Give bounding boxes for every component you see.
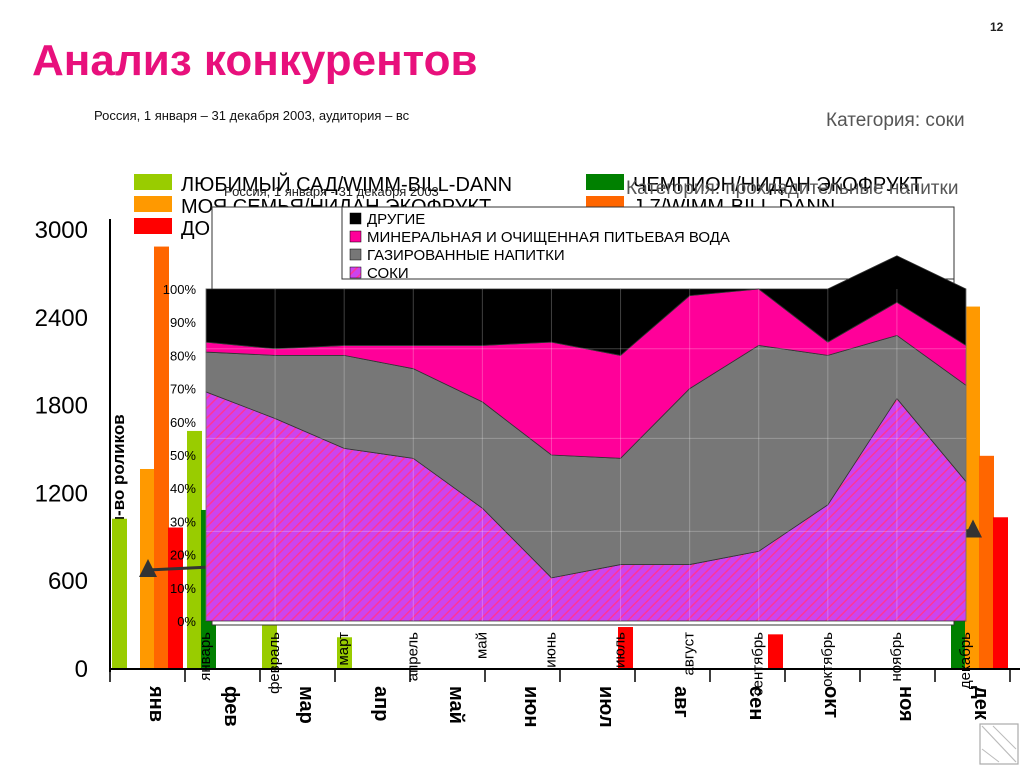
area-y-tick-label: 100% (163, 282, 197, 297)
area-legend-box (341, 206, 955, 280)
bar (993, 517, 1008, 668)
bar (168, 527, 183, 668)
area-x-tick-label: январь (197, 632, 214, 681)
area-x-tick-label: июнь (542, 632, 559, 668)
bar-y-tick-label: 3000 (35, 217, 88, 244)
area-y-tick-label: 70% (170, 382, 196, 397)
area-legend-label: СОКИ (367, 265, 409, 282)
bar-x-tick-label: окт (820, 686, 842, 718)
area-chart: Россия, 1 января - 31 декабря 2003 Катего… (163, 178, 974, 696)
bar-y-tick-label: 2400 (35, 305, 88, 332)
bar-legend-swatch (134, 196, 172, 212)
bar (187, 430, 202, 668)
bar-x-tick-label: сен (745, 686, 767, 720)
bar-x-tick-label: май (445, 686, 467, 724)
area-legend-swatch (349, 230, 362, 243)
area-x-tick-label: ноябрь (888, 632, 905, 682)
category-label: Категория: соки (826, 110, 965, 131)
bar (618, 627, 633, 668)
bar-x-tick-label: мар (295, 686, 317, 724)
area-legend-swatch (349, 212, 362, 225)
bar (337, 637, 352, 668)
bar-legend-swatch (134, 174, 172, 190)
bar-legend-swatch (134, 218, 172, 234)
bar-x-tick-label: дек (970, 686, 992, 721)
area-legend-swatch (349, 248, 362, 261)
area-chart-category: Категория: прохладительные напитки (626, 178, 958, 199)
bar (965, 306, 980, 668)
bar-trend-marker (139, 558, 157, 577)
bar-y-tick-label: 0 (75, 656, 88, 683)
area-x-tick-label: декабрь (957, 632, 974, 689)
bar-x-tick-label: авг (670, 686, 692, 718)
page-title: Анализ конкурентов (32, 36, 478, 85)
area-x-tick-label: май (473, 632, 490, 659)
area-x-tick-label: июль (612, 632, 629, 668)
bar (112, 518, 127, 668)
area-series (205, 255, 967, 356)
area-legend-label: ГАЗИРОВАННЫЕ НАПИТКИ (367, 247, 565, 264)
area-y-tick-label: 10% (170, 581, 196, 596)
bar-x-tick-label: фев (220, 686, 242, 727)
area-x-tick-label: февраль (266, 632, 283, 694)
bar-y-tick-label: 600 (48, 568, 88, 595)
area-x-tick-label: октябрь (819, 632, 836, 687)
bar (979, 455, 994, 668)
area-legend-label: ДРУГИЕ (367, 211, 425, 228)
bar-x-tick-label: янв (145, 685, 167, 722)
bar-y-tick-label: 1200 (35, 480, 88, 507)
bar-x-tick-label: апр (370, 686, 392, 721)
area-chart-subtitle: Россия, 1 января - 31 декабря 2003 (224, 184, 439, 199)
bar-y-axis-title: кол-во роликов (109, 414, 128, 545)
bar-legend-label: ЛЮБИМЫЙ САД/WIMM-BILL-DANN (181, 172, 512, 196)
area-x-tick-label: апрель (404, 632, 421, 681)
bar-legend-label: ДО (181, 218, 210, 240)
bar-y-tick-label: 1800 (35, 393, 88, 420)
bar-x-tick-label: июл (595, 686, 617, 728)
x-box-icon[interactable] (979, 723, 1019, 765)
bar-x-tick-label: ноя (895, 686, 917, 722)
area-legend-swatch (349, 266, 362, 279)
area-y-tick-label: 80% (170, 348, 196, 363)
area-y-tick-label: 50% (170, 448, 196, 463)
bar (154, 246, 169, 668)
area-x-tick-label: август (681, 632, 698, 676)
bar-legend-swatch (586, 174, 624, 190)
area-y-tick-label: 0% (177, 614, 196, 629)
page-number: 12 (990, 20, 1004, 34)
area-x-tick-label: март (335, 632, 352, 666)
area-x-tick-label: сентябрь (750, 632, 767, 696)
area-y-tick-label: 60% (170, 415, 196, 430)
bar-legend-label: ЧЕМПИОН/НИДАН ЭКОФРУКТ (633, 174, 922, 196)
bar-trend-marker (964, 519, 982, 538)
bar (768, 634, 783, 668)
area-y-tick-label: 30% (170, 514, 196, 529)
area-legend-label: МИНЕРАЛЬНАЯ И ОЧИЩЕННАЯ ПИТЬЕВАЯ ВОДА (367, 229, 730, 246)
area-y-tick-label: 20% (170, 548, 196, 563)
area-y-tick-label: 90% (170, 315, 196, 330)
area-y-tick-label: 40% (170, 481, 196, 496)
bar-x-tick-label: июн (520, 686, 542, 727)
subtitle: Россия, 1 января – 31 декабря 2003, ауди… (94, 108, 410, 123)
